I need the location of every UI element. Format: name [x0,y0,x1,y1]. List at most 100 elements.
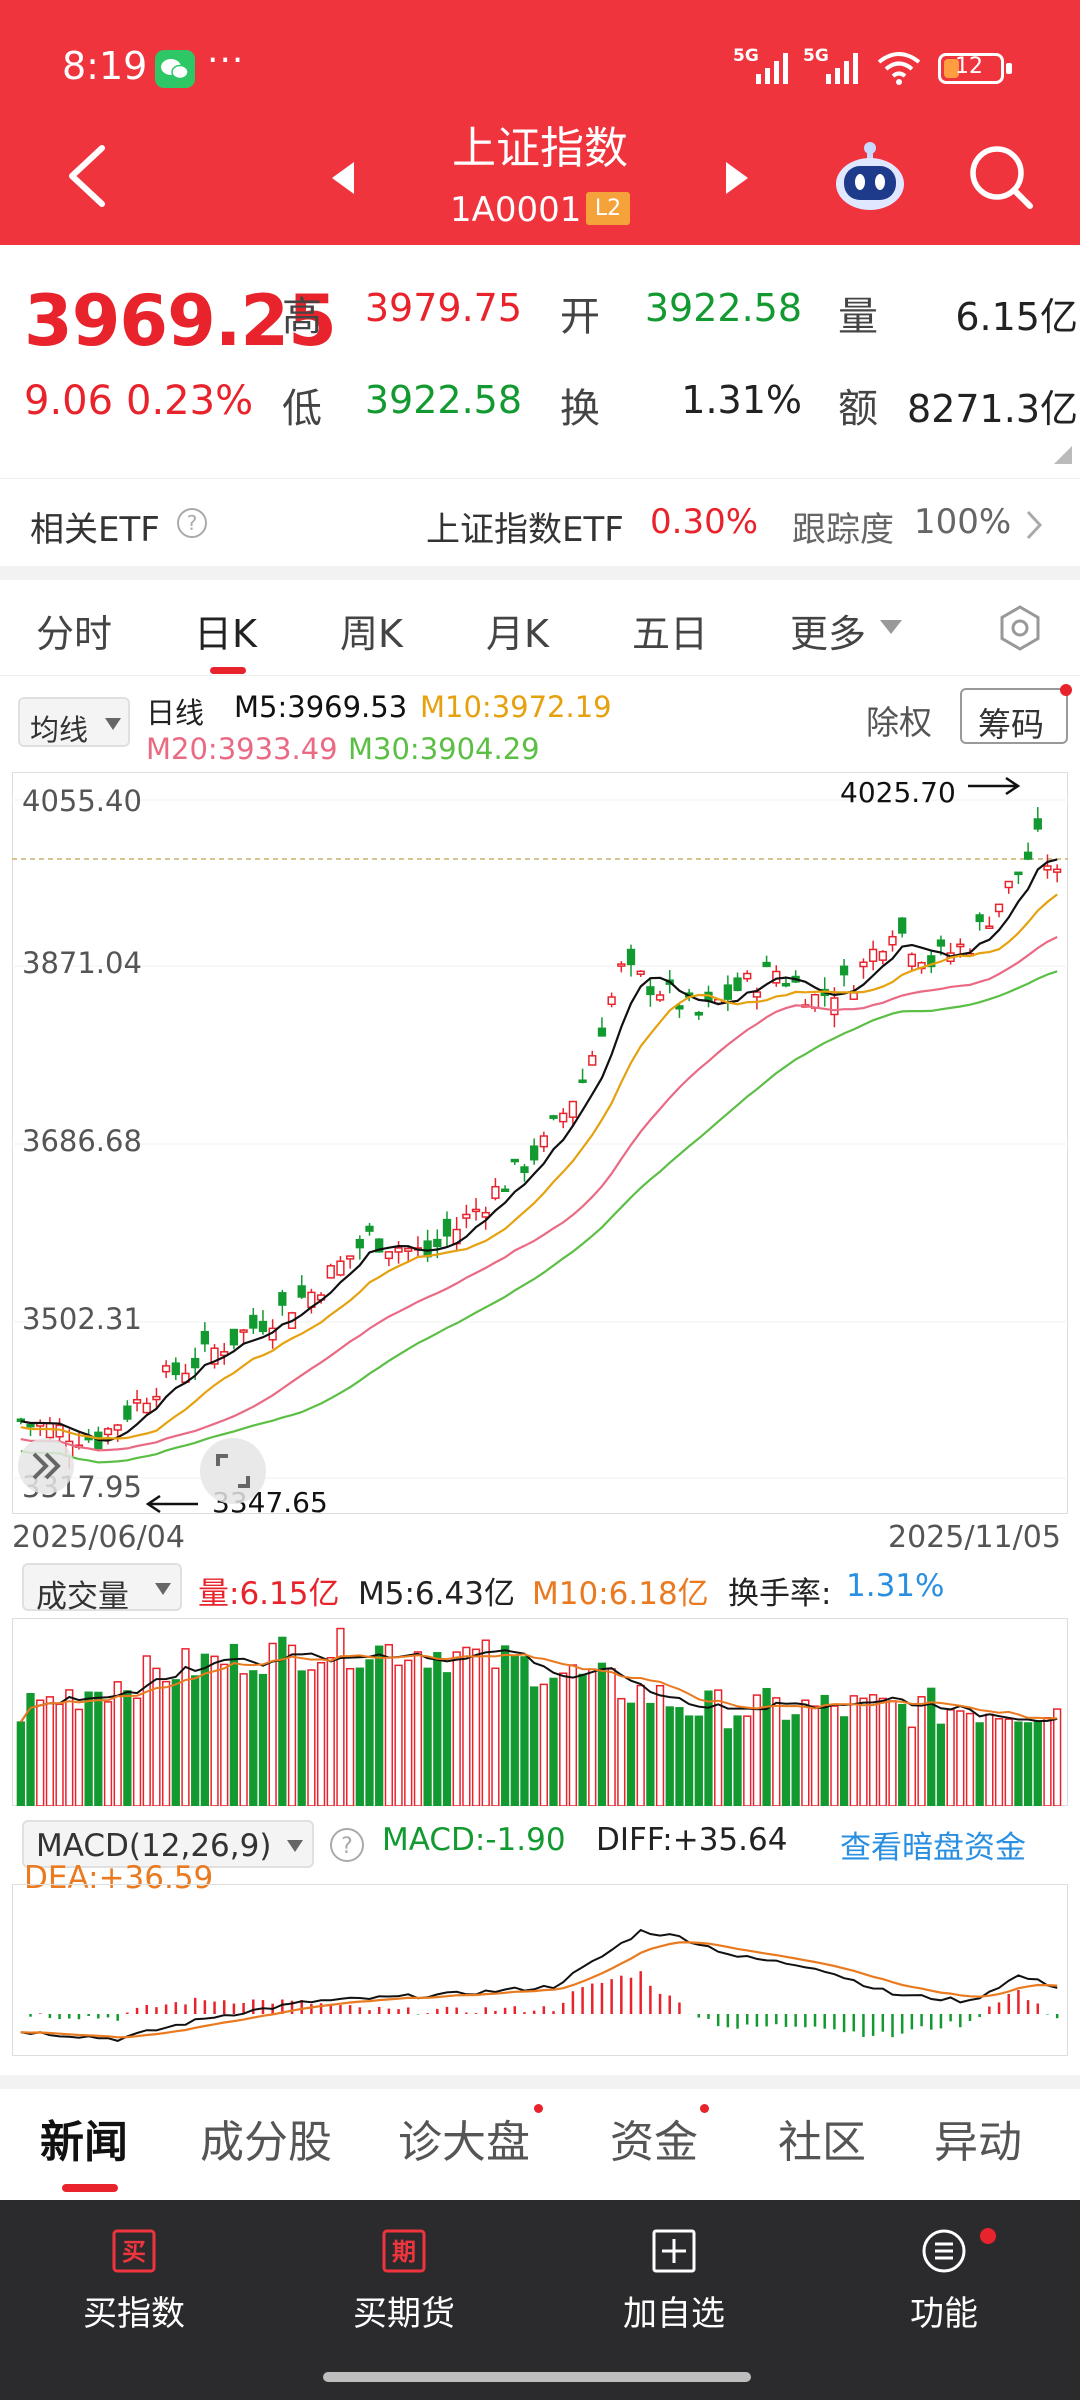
volume-bar [84,1691,93,1806]
tab-weekly-k[interactable]: 周K [340,612,403,656]
ma-selector-label: 均线 [30,713,89,747]
dropdown-icon [105,718,121,730]
volume-bar [646,1702,655,1806]
dark-pool-link[interactable]: 查看暗盘资金 [840,1830,1026,1866]
candle [781,982,791,987]
tab-monthly-k[interactable]: 月K [486,612,549,656]
fast-forward-icon[interactable] [16,1436,76,1496]
search-icon[interactable] [966,142,1036,212]
functions-button[interactable]: 功能 [844,2228,1044,2335]
high-value: 3979.75 [364,286,522,330]
candle [868,948,878,962]
candle [345,1255,355,1260]
macd-chart[interactable] [12,1884,1068,2056]
svg-text:期: 期 [392,2238,416,2266]
dea-line [20,1941,1058,2039]
kline-chart-frame[interactable] [12,772,1068,1514]
candle [830,997,839,1016]
tab-community[interactable]: 社区 [778,2117,866,2168]
volume-bar [452,1651,461,1806]
candle [607,996,616,1006]
help-icon[interactable]: ? [176,507,208,539]
volume-indicator-selector[interactable]: 成交量 [22,1563,182,1615]
app-header: 8:19 ··· 5G 5G 12 上证指数 1A0001 L2 [0,0,1080,245]
add-watchlist-button[interactable]: 加自选 [574,2228,774,2335]
volume-bar [152,1667,161,1806]
candle [375,1238,384,1253]
ai-robot-icon[interactable] [832,138,908,214]
macd-indicator-selector[interactable]: MACD(12,26,9) [22,1820,314,1868]
candle [481,1211,490,1218]
volume-bar [578,1673,587,1806]
menu-icon [922,2229,966,2273]
active-tab-indicator [210,667,246,674]
related-etf-row[interactable]: 相关ETF ? 上证指数ETF 0.30% 跟踪度 100% [0,478,1080,568]
volume-bar [684,1715,694,1806]
candle [210,1347,219,1365]
macd-help-icon[interactable]: ? [328,1826,366,1864]
chart-settings-icon[interactable] [996,604,1044,652]
candle [152,1395,161,1401]
chips-notice-dot [1060,684,1072,696]
y-label: 4055.40 [22,784,142,818]
volume-bar [384,1644,394,1806]
volume-bar [239,1673,248,1806]
more-notifications-icon: ··· [207,40,245,81]
add-icon [652,2229,696,2273]
tab-funds[interactable]: 资金 [610,2117,698,2168]
ma-selector[interactable]: 均线 [18,697,130,747]
dea-value: DEA:+36.59 [24,1860,214,1896]
prev-stock-icon[interactable] [326,158,360,198]
candle [394,1247,403,1253]
candle [888,935,897,946]
candle [462,1213,471,1219]
fullscreen-icon[interactable] [198,1436,268,1506]
volume-bar [55,1703,64,1806]
volume-bar [103,1701,113,1806]
volume-selector-label: 成交量 [36,1579,129,1615]
back-icon[interactable] [62,144,112,208]
volume-m10: M10:6.18亿 [532,1576,709,1612]
ex-right-button[interactable]: 除权 [866,703,932,742]
add-watchlist-label: 加自选 [623,2294,725,2334]
tab-intraday[interactable]: 分时 [36,612,113,656]
tab-constituents[interactable]: 成分股 [200,2117,332,2168]
tab-diagnosis[interactable]: 诊大盘 [398,2117,530,2168]
stock-code: 1A0001 [450,190,582,230]
buy-index-button[interactable]: 买 买指数 [34,2228,234,2335]
volume-bar [936,1723,946,1806]
level2-badge[interactable]: L2 [586,192,630,225]
tab-anomaly[interactable]: 异动 [934,2117,1022,2168]
futures-icon: 期 [382,2229,426,2273]
candle [433,1238,442,1248]
macd-chart-frame[interactable] [12,1884,1068,2056]
kline-chart[interactable] [12,772,1068,1514]
expand-corner-icon[interactable] [1054,446,1072,464]
track-value: 100% [914,502,1012,542]
candle [743,972,752,980]
volume-bar [597,1662,607,1806]
tab-news[interactable]: 新闻 [40,2117,128,2168]
candle [132,1398,142,1404]
volume-bar [278,1636,287,1806]
volume-bar [462,1646,471,1806]
turnover-label: 换 [560,386,600,432]
volume-bar [326,1656,335,1806]
tab-daily-k[interactable]: 日K [194,612,257,656]
home-indicator [323,2372,751,2382]
chips-button[interactable]: 筹码 [960,688,1068,744]
buy-icon: 买 [112,2229,156,2273]
candle [384,1251,394,1260]
end-date: 2025/11/05 [888,1520,1061,1555]
buy-futures-button[interactable]: 期 买期货 [304,2228,504,2335]
tab-five-day[interactable]: 五日 [632,612,709,656]
volume-bar [791,1714,800,1806]
battery-level: 12 [955,54,983,79]
volume-bar [394,1664,403,1806]
volume-chart[interactable] [12,1618,1068,1806]
candle [404,1247,413,1252]
ma30-legend: M30:3904.29 [348,732,540,766]
tab-more[interactable]: 更多 [790,612,867,656]
next-stock-icon[interactable] [720,158,754,198]
candle [326,1265,335,1279]
